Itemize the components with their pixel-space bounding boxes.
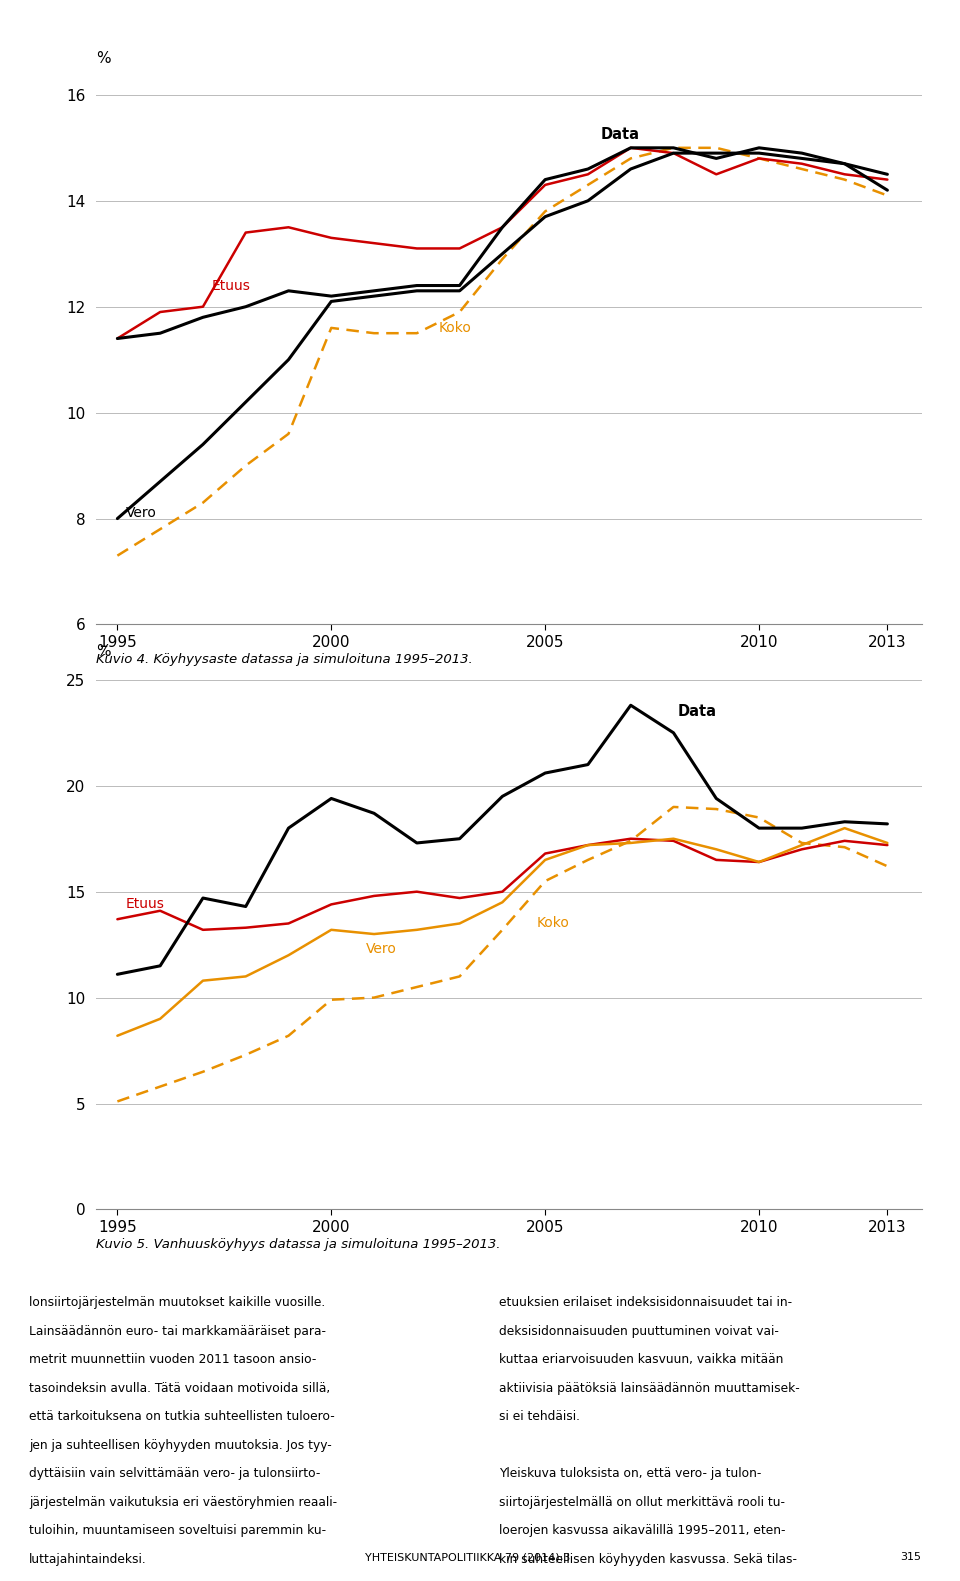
Text: si ei tehdäisi.: si ei tehdäisi. — [499, 1410, 580, 1423]
Text: Data: Data — [601, 126, 639, 142]
Text: %: % — [96, 51, 110, 66]
Text: tuloihin, muuntamiseen soveltuisi paremmin ku-: tuloihin, muuntamiseen soveltuisi paremm… — [29, 1524, 326, 1537]
Text: dyttäisiin vain selvittämään vero- ja tulonsiirto-: dyttäisiin vain selvittämään vero- ja tu… — [29, 1467, 321, 1480]
Text: lonsiirtojärjestelmän muutokset kaikille vuosille.: lonsiirtojärjestelmän muutokset kaikille… — [29, 1296, 325, 1309]
Text: Kuvio 4. Köyhyysaste datassa ja simuloituna 1995–2013.: Kuvio 4. Köyhyysaste datassa ja simuloit… — [96, 653, 472, 666]
Text: YHTEISKUNTAPOLITIIKKA 79 (2014):3: YHTEISKUNTAPOLITIIKKA 79 (2014):3 — [365, 1553, 570, 1562]
Text: deksisidonnaisuuden puuttuminen voivat vai-: deksisidonnaisuuden puuttuminen voivat v… — [499, 1325, 780, 1338]
Text: kuttaa eriarvoisuuden kasvuun, vaikka mitään: kuttaa eriarvoisuuden kasvuun, vaikka mi… — [499, 1353, 783, 1366]
Text: Lainsäädännön euro- tai markkamääräiset para-: Lainsäädännön euro- tai markkamääräiset … — [29, 1325, 325, 1338]
Text: tasoindeksin avulla. Tätä voidaan motivoida sillä,: tasoindeksin avulla. Tätä voidaan motivo… — [29, 1382, 330, 1394]
Text: Yleiskuva tuloksista on, että vero- ja tulon-: Yleiskuva tuloksista on, että vero- ja t… — [499, 1467, 761, 1480]
Text: Vero: Vero — [126, 506, 156, 520]
Text: Kuvio 5. Vanhuusköyhyys datassa ja simuloituna 1995–2013.: Kuvio 5. Vanhuusköyhyys datassa ja simul… — [96, 1238, 500, 1251]
Text: luttajahintaindeksi.: luttajahintaindeksi. — [29, 1553, 147, 1565]
Text: siirtojärjestelmällä on ollut merkittävä rooli tu-: siirtojärjestelmällä on ollut merkittävä… — [499, 1496, 785, 1508]
Text: jen ja suhteellisen köyhyyden muutoksia. Jos tyy-: jen ja suhteellisen köyhyyden muutoksia.… — [29, 1439, 331, 1451]
Text: että tarkoituksena on tutkia suhteellisten tuloero-: että tarkoituksena on tutkia suhteellist… — [29, 1410, 334, 1423]
Text: 315: 315 — [900, 1553, 922, 1562]
Text: Data: Data — [678, 704, 717, 719]
Text: Koko: Koko — [537, 917, 569, 931]
Text: aktiivisia päätöksiä lainsäädännön muuttamisek-: aktiivisia päätöksiä lainsäädännön muutt… — [499, 1382, 800, 1394]
Text: järjestelmän vaikutuksia eri väestöryhmien reaali-: järjestelmän vaikutuksia eri väestöryhmi… — [29, 1496, 337, 1508]
Text: etuuksien erilaiset indeksisidonnaisuudet tai in-: etuuksien erilaiset indeksisidonnaisuude… — [499, 1296, 792, 1309]
Text: Etuus: Etuus — [126, 898, 165, 911]
Text: loerojen kasvussa aikavälillä 1995–2011, eten-: loerojen kasvussa aikavälillä 1995–2011,… — [499, 1524, 785, 1537]
Text: Etuus: Etuus — [211, 278, 251, 292]
Text: %: % — [96, 643, 110, 659]
Text: Koko: Koko — [438, 321, 471, 335]
Text: metrit muunnettiin vuoden 2011 tasoon ansio-: metrit muunnettiin vuoden 2011 tasoon an… — [29, 1353, 316, 1366]
Text: Vero: Vero — [366, 942, 396, 957]
Text: kin suhteellisen köyhyyden kasvussa. Sekä tilas-: kin suhteellisen köyhyyden kasvussa. Sek… — [499, 1553, 797, 1565]
